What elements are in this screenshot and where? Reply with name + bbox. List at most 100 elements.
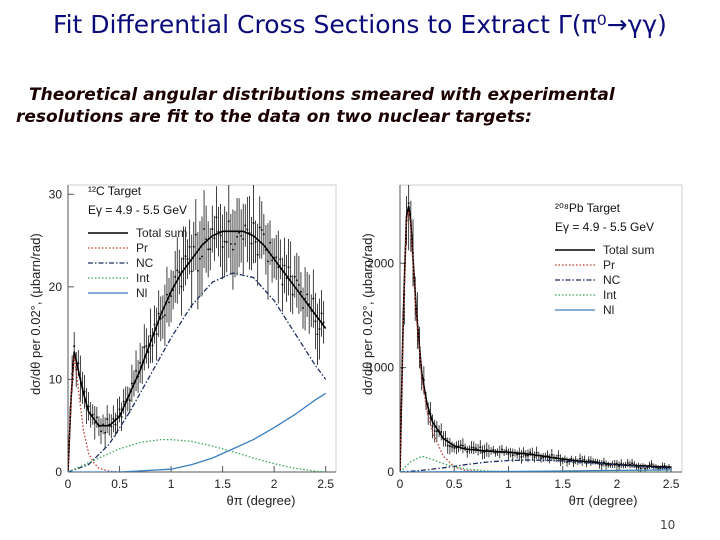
x-tick-label: 0.5 — [111, 477, 128, 491]
data-point — [602, 461, 605, 464]
data-point — [256, 253, 259, 256]
x-tick-label: 0.5 — [446, 477, 463, 491]
data-point — [275, 256, 278, 259]
data-point — [626, 461, 629, 464]
data-point — [170, 295, 173, 298]
series-line-int — [68, 438, 326, 472]
data-point — [260, 228, 263, 231]
data-point — [492, 448, 495, 451]
page-number: 10 — [660, 518, 676, 532]
data-point — [516, 453, 519, 456]
data-point — [524, 454, 527, 457]
data-point — [227, 220, 230, 223]
x-tick-label: 2 — [614, 477, 621, 491]
data-point — [561, 459, 564, 462]
x-axis-label: θπ (degree) — [226, 493, 295, 508]
data-point — [176, 269, 179, 272]
data-point — [466, 450, 469, 453]
data-point — [201, 255, 203, 258]
data-point — [572, 461, 575, 464]
series-line-pr — [400, 210, 487, 472]
data-point — [236, 235, 239, 238]
data-point — [548, 457, 551, 460]
data-point — [252, 221, 255, 224]
data-point — [520, 455, 523, 458]
data-point — [130, 382, 133, 385]
data-point — [535, 451, 538, 454]
data-point — [427, 412, 430, 415]
data-point — [233, 243, 236, 246]
y-tick-label: 30 — [49, 187, 63, 201]
energy-label: Eγ = 4.9 - 5.5 GeV — [555, 220, 654, 234]
data-point — [209, 248, 212, 251]
series-line-int — [400, 455, 672, 472]
data-point — [533, 456, 536, 459]
data-point — [464, 446, 467, 449]
data-point — [579, 457, 582, 460]
data-point — [262, 233, 265, 236]
data-point — [182, 257, 185, 260]
data-point — [250, 242, 253, 245]
plot-area — [68, 185, 327, 472]
data-point — [188, 245, 191, 248]
energy-label: Eγ = 4.9 - 5.5 GeV — [88, 203, 187, 217]
data-point — [316, 333, 319, 336]
carbon-target-plot: 0 0.5 1 1.5 2 2.5 0 10 20 30 θπ (degree) dσ/dθ per … — [28, 175, 344, 519]
data-point — [198, 257, 201, 260]
data-point — [246, 228, 249, 231]
series-line-nc — [400, 459, 672, 472]
data-point — [474, 447, 477, 450]
data-point — [178, 271, 181, 274]
lead-target-plot: 0 0.5 1 1.5 2 2.5 0 1000 2000 θπ (degree) dσ/dθ pe… — [360, 175, 690, 519]
x-tick-label: 1.5 — [214, 477, 231, 491]
y-tick-label: 0 — [387, 465, 394, 479]
series-line-total-sum — [68, 230, 327, 472]
series-line-nl — [68, 392, 327, 472]
data-point — [242, 237, 245, 240]
data-point — [110, 425, 113, 428]
data-point — [312, 297, 315, 300]
y-tick-label: 1000 — [367, 361, 394, 375]
subtitle-line-2: resolutions are fit to the data on two n… — [16, 107, 532, 127]
y-tick-label: 20 — [49, 280, 63, 294]
legend-label: Pr — [136, 241, 148, 255]
data-point — [269, 241, 272, 244]
data-point — [215, 216, 218, 219]
y-tick-label: 10 — [49, 372, 63, 386]
slide-title: Fit Differential Cross Sections to Extra… — [53, 10, 667, 39]
data-point — [157, 312, 160, 315]
data-point — [644, 467, 647, 470]
x-tick-label: 1.5 — [554, 477, 571, 491]
data-point — [240, 234, 243, 237]
data-point — [196, 269, 199, 272]
legend-label: NC — [136, 256, 154, 270]
data-point — [114, 423, 117, 426]
legend-label: Pr — [603, 258, 615, 272]
data-point — [277, 266, 280, 269]
series-line-nl — [400, 469, 672, 472]
data-point — [151, 344, 154, 347]
data-point — [128, 399, 131, 402]
data-point — [600, 464, 603, 467]
legend-label: Nl — [136, 286, 147, 300]
data-point — [254, 240, 257, 243]
data-point — [205, 238, 208, 241]
target-label: ¹²C Target — [88, 184, 142, 198]
data-point — [320, 312, 323, 315]
data-point — [118, 408, 121, 411]
data-point — [184, 255, 187, 258]
x-tick-label: 0 — [397, 477, 404, 491]
data-point — [550, 453, 553, 456]
data-point — [529, 451, 532, 454]
data-point — [314, 320, 317, 323]
data-point — [453, 446, 456, 449]
data-point — [192, 245, 195, 248]
data-point — [225, 240, 228, 243]
data-point — [174, 275, 177, 278]
x-tick-label: 2.5 — [663, 477, 680, 491]
x-tick-label: 1 — [505, 477, 512, 491]
data-point — [194, 233, 197, 236]
data-point — [77, 362, 80, 365]
data-point — [95, 416, 98, 419]
data-point — [431, 425, 434, 428]
